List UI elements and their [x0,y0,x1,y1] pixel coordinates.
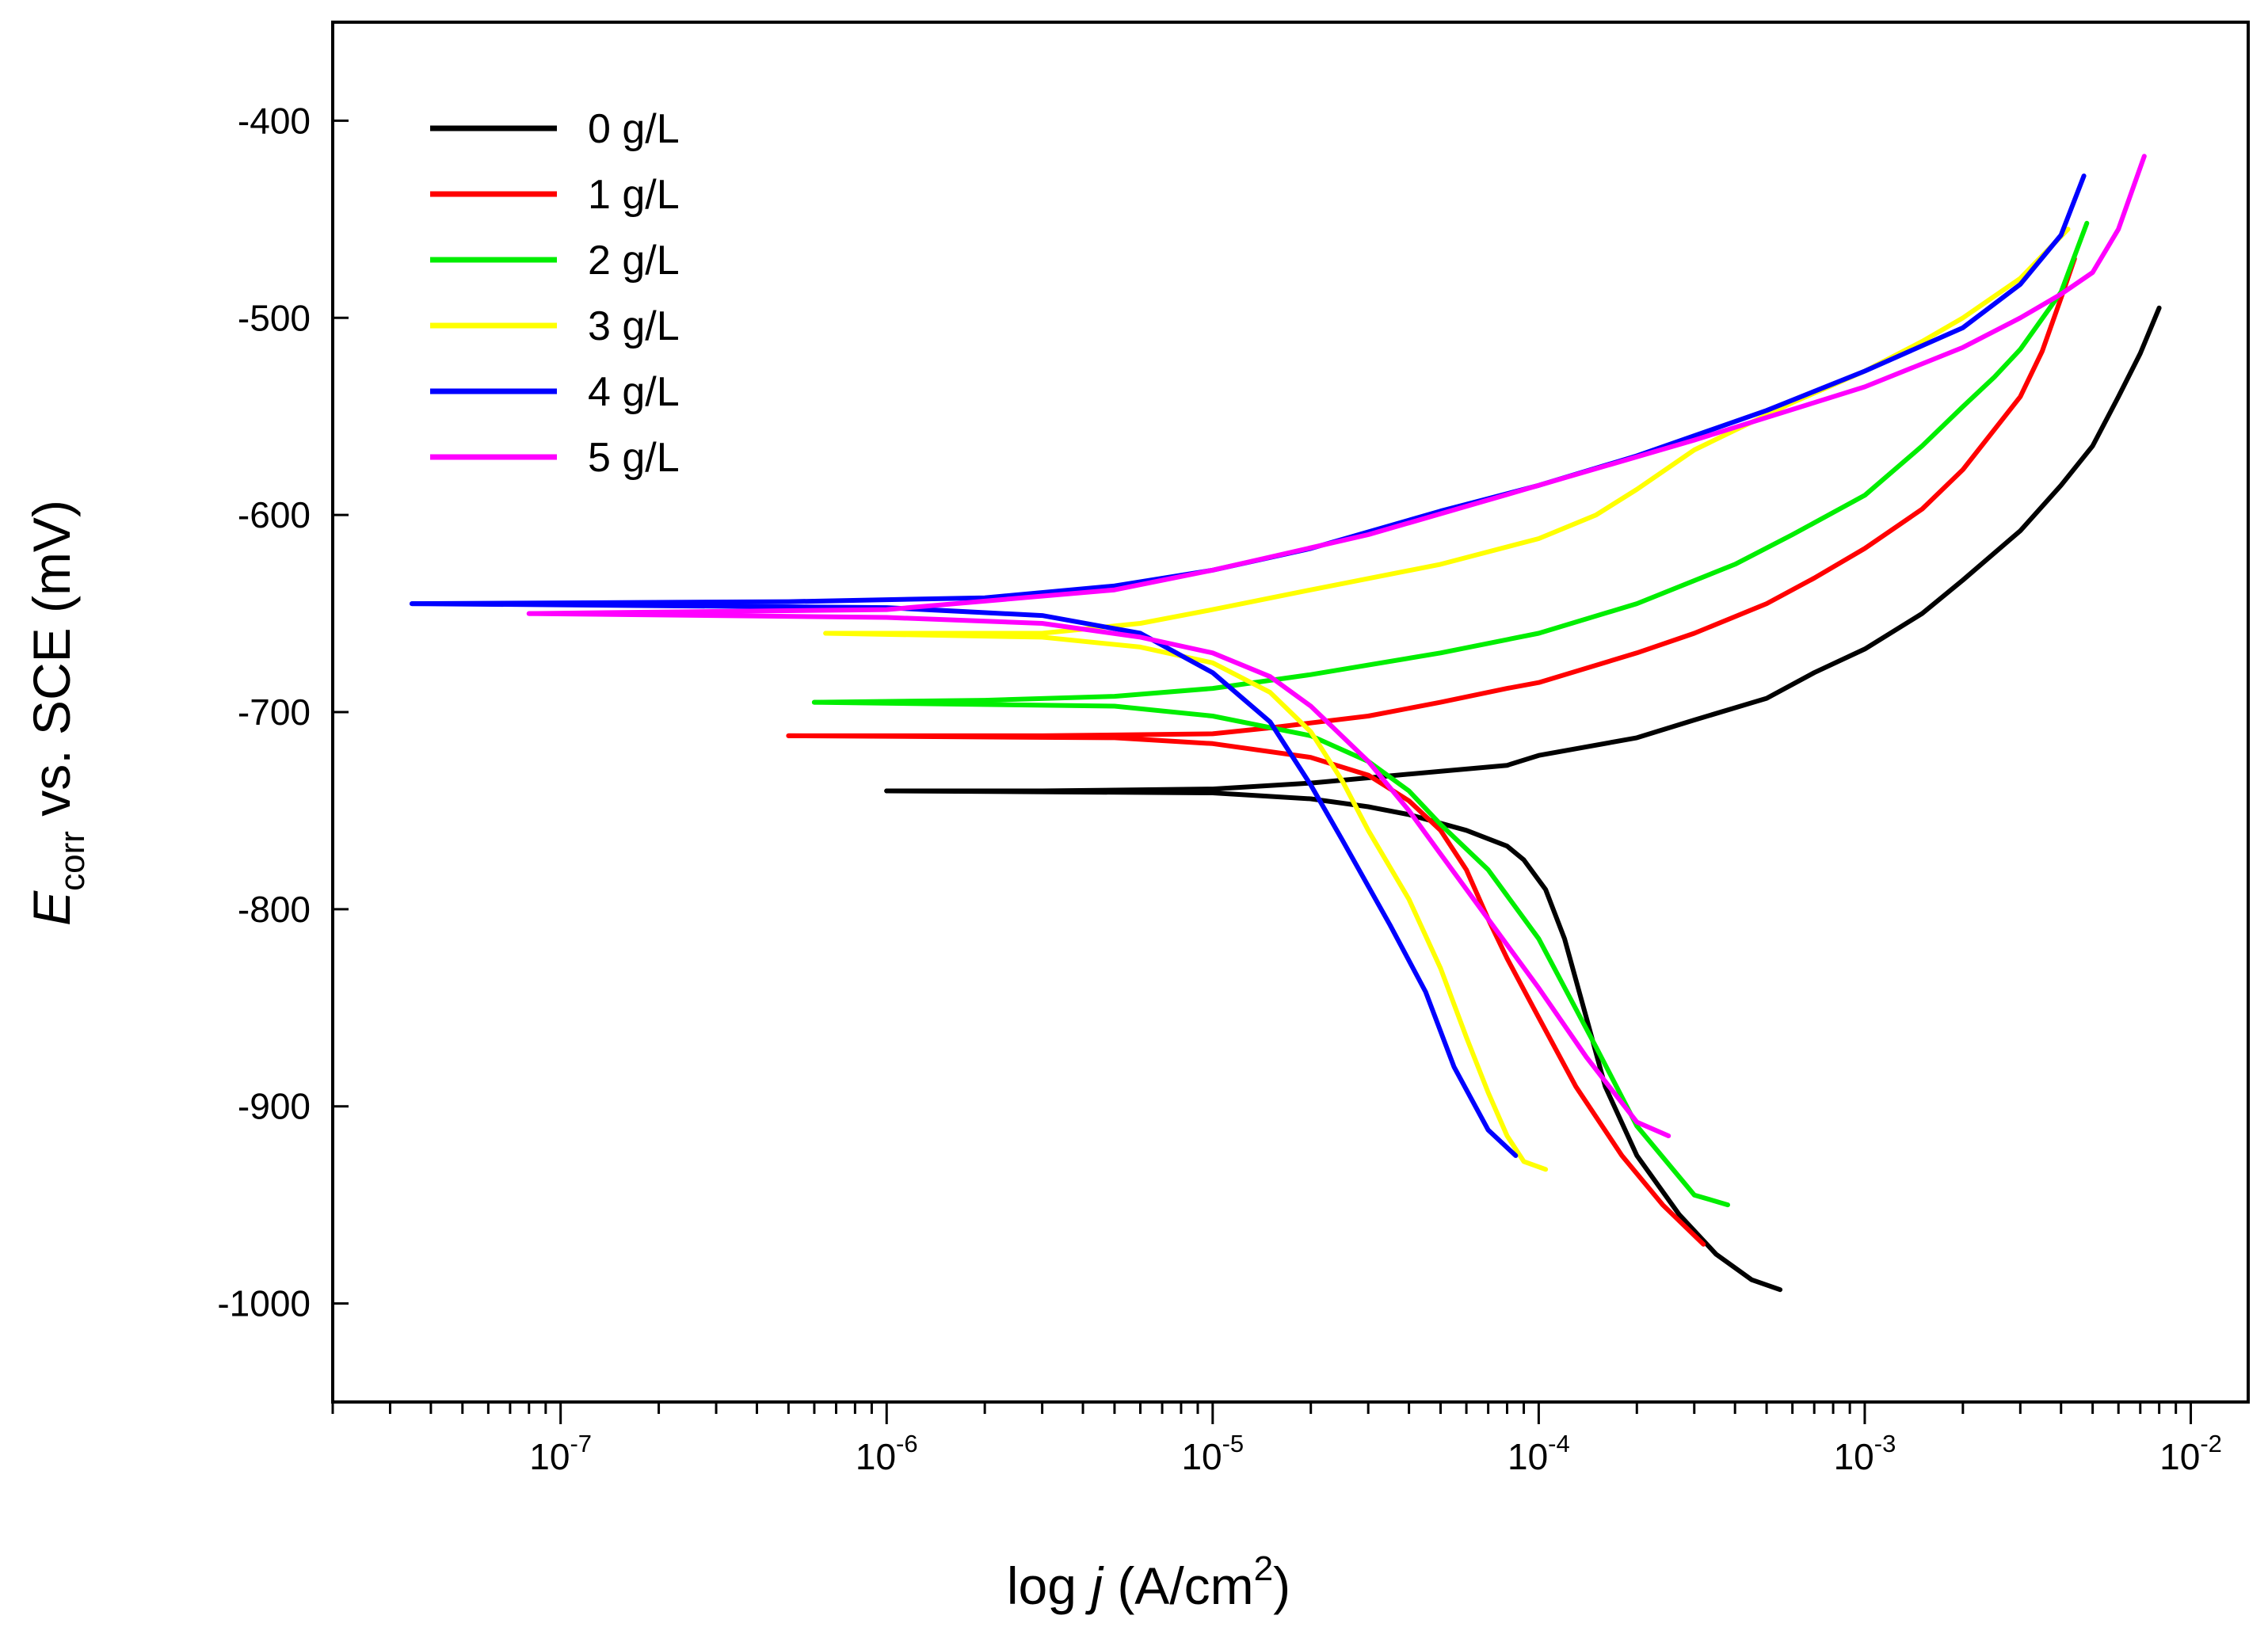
series-5-g-l-anodic-line [526,154,2147,616]
legend: 0 g/L 1 g/L 2 g/L 3 g/L 4 g/L 5 g/L [430,106,680,481]
series-3-g-l-cathodic-line [823,631,1549,1172]
series-1-g-l-anodic-line [786,256,2077,738]
x-tick-label: 10-7 [529,1430,592,1477]
x-axis-ticks: 10-7 10-6 10-5 10-4 10-3 10-2 [331,1402,2222,1477]
series-1-g-l-cathodic-line [786,733,1706,1247]
y-tick-label: -500 [238,297,311,338]
series-0-g-l-anodic-line [884,305,2162,794]
y-tick-label: -800 [238,889,311,930]
x-tick-label: 10-2 [2159,1430,2222,1477]
y-axis-ticks: -400 -500 -600 -700 -800 -900 -1000 [217,100,349,1324]
series-lines [410,154,2162,1293]
x-tick-label: 10-4 [1508,1430,1570,1477]
legend-label-2-g-l: 2 g/L [588,238,680,284]
y-tick-label: -700 [238,691,311,733]
legend-label-1-g-l: 1 g/L [588,172,680,218]
y-tick-label: -600 [238,494,311,535]
series-4-g-l-cathodic-line [410,601,1519,1158]
series-5-g-l-cathodic-line [526,611,1671,1138]
y-axis-title: Ecorr vs. SCE (mV) [22,500,92,926]
x-tick-label: 10-5 [1181,1430,1244,1477]
legend-label-5-g-l: 5 g/L [588,435,680,481]
series-2-g-l-anodic-line [811,220,2090,705]
legend-label-4-g-l: 4 g/L [588,369,680,415]
series-0-g-l-cathodic-line [884,788,1783,1293]
series-2-g-l-cathodic-line [811,699,1730,1208]
y-tick-label: -400 [238,100,311,141]
legend-label-3-g-l: 3 g/L [588,303,680,349]
y-tick-label: -1000 [217,1283,311,1324]
x-tick-label: 10-3 [1834,1430,1896,1477]
y-tick-label: -900 [238,1086,311,1127]
series-3-g-l-anodic-line [823,227,2071,636]
legend-label-0-g-l: 0 g/L [588,106,680,152]
x-tick-label: 10-6 [856,1430,918,1477]
x-axis-title: log j (A/cm2) [1007,1549,1290,1615]
